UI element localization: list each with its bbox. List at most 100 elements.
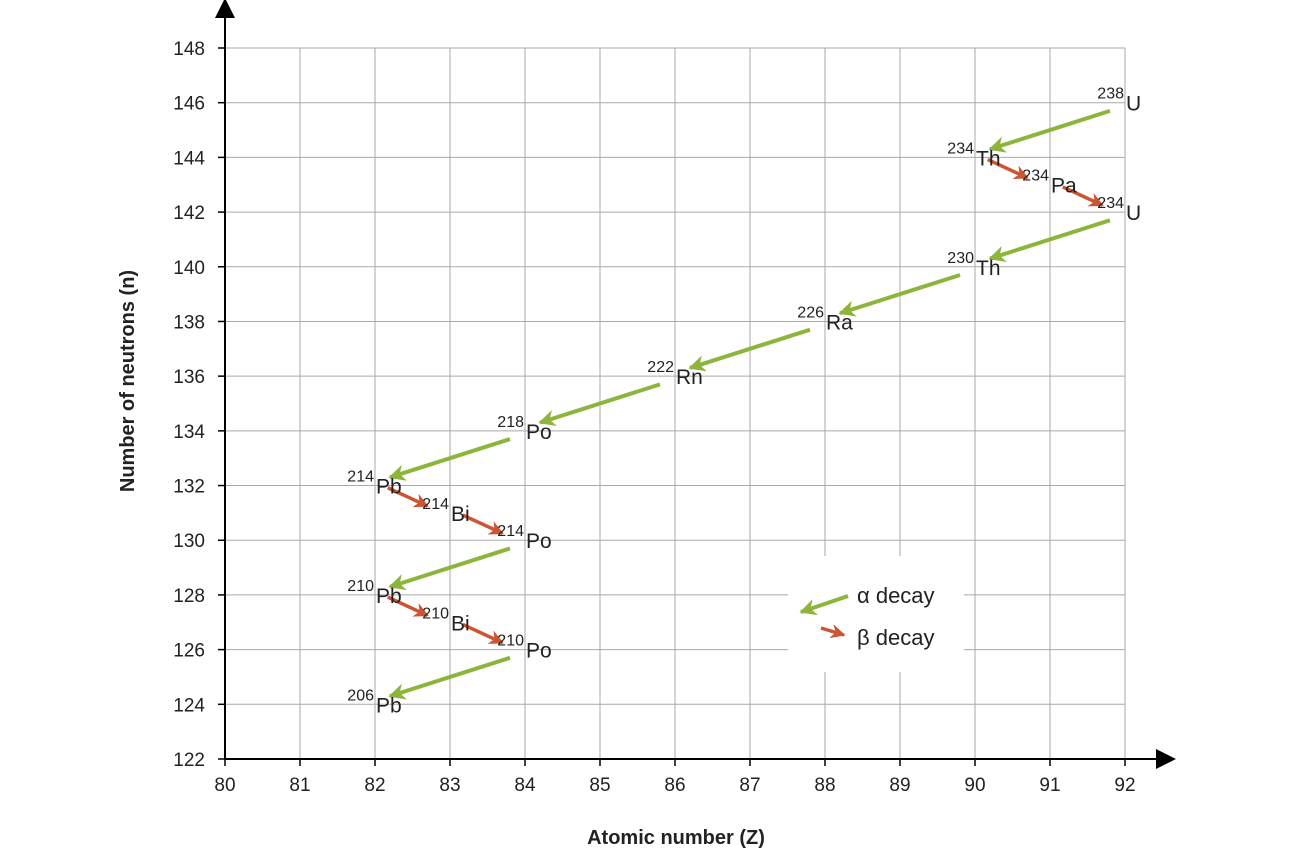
decay-arrows: [387, 108, 1111, 700]
nuclide-mass: 214: [422, 496, 449, 513]
nuclide-symbol: Po: [526, 640, 552, 663]
x-tick-label: 84: [514, 775, 536, 796]
nuclide-mass: 214: [497, 523, 524, 540]
grid: [225, 47, 1126, 759]
y-tick-label: 136: [173, 367, 205, 388]
y-tick-label: 132: [173, 477, 205, 498]
nuclide-mass: 206: [347, 687, 374, 704]
y-tick-label: 126: [173, 641, 205, 662]
nuclide-label: 230 Th: [947, 250, 1000, 280]
nuclide-symbol: Bi: [451, 612, 470, 635]
legend-label: α decay: [857, 583, 935, 608]
nuclide-symbol: Pb: [376, 476, 402, 499]
y-tick-label: 140: [173, 258, 205, 279]
nuclide-symbol: U: [1126, 93, 1141, 116]
nuclide-label: 238 U: [1097, 86, 1141, 116]
nuclide-label: 214 Po: [497, 523, 551, 553]
nuclide-symbol: Po: [526, 421, 552, 444]
nuclide-label: 222 Rn: [647, 359, 703, 389]
y-tick-label: 146: [173, 94, 205, 115]
alpha-decay-arrow: [988, 218, 1111, 262]
y-tick-label: 134: [173, 422, 205, 443]
x-tick-label: 92: [1114, 775, 1135, 796]
y-tick-label: 138: [173, 312, 205, 333]
x-tick-label: 80: [214, 775, 235, 796]
legend-box: [788, 556, 964, 672]
beta-decay-arrow: [462, 622, 504, 645]
nuclide-label: 234 U: [1097, 195, 1141, 225]
beta-decay-arrow: [1062, 185, 1104, 207]
axes: [215, 0, 1176, 769]
legend-alpha-arrow: [799, 594, 849, 616]
y-tick-label: 122: [173, 750, 205, 771]
x-tick-label: 91: [1039, 775, 1060, 796]
nuclide-label: 234 Th: [947, 140, 1000, 170]
nuclide-label: 226 Ra: [797, 304, 853, 334]
x-tick-label: 86: [664, 775, 685, 796]
nuclide-symbol: Po: [526, 530, 552, 553]
x-tick-label: 87: [739, 775, 760, 796]
alpha-decay-arrow: [388, 655, 511, 700]
nuclide-label: 214 Pb: [347, 469, 401, 499]
nuclide-label: 210 Pb: [347, 578, 401, 608]
nuclide-symbol: Bi: [451, 503, 470, 526]
nuclide-symbol: Th: [976, 147, 1001, 170]
x-tick-label: 89: [889, 775, 910, 796]
alpha-decay-arrow: [388, 437, 511, 481]
nuclide-symbol: Pa: [1051, 175, 1077, 198]
y-tick-label: 144: [173, 148, 205, 169]
nuclide-symbol: Pb: [376, 585, 402, 608]
x-axis-title: Atomic number (Z): [587, 827, 765, 849]
nuclide-label: 210 Bi: [422, 605, 469, 635]
nuclide-mass: 234: [1097, 195, 1124, 212]
alpha-decay-arrow: [538, 382, 661, 427]
y-tick-label: 142: [173, 203, 205, 224]
nuclide-label: 218 Po: [497, 414, 551, 444]
tick-labels: 80 81 82 83 84 85 86 87 88 89 90 91 92 122 124 126 128 13…: [173, 39, 1135, 796]
alpha-decay-arrow: [688, 327, 811, 372]
legend-label: β decay: [857, 625, 934, 650]
alpha-decay-arrow: [988, 108, 1111, 153]
beta-decay-arrow: [387, 486, 429, 508]
nuclide-mass: 218: [497, 414, 524, 431]
nuclide-mass: 214: [347, 469, 374, 486]
nuclide-mass: 210: [347, 578, 374, 595]
nuclide-symbol: U: [1126, 202, 1141, 225]
x-tick-label: 82: [364, 775, 385, 796]
beta-decay-arrow: [387, 595, 429, 618]
nuclide-mass: 226: [797, 304, 824, 321]
nuclide-mass: 210: [422, 605, 449, 622]
nuclide-symbol: Rn: [676, 366, 703, 389]
nuclide-symbol: Th: [976, 257, 1001, 280]
y-axis-title: Number of neutrons (n): [117, 270, 139, 492]
x-tick-label: 90: [964, 775, 985, 796]
y-tick-label: 130: [173, 531, 205, 552]
nuclide-mass: 234: [1022, 168, 1049, 185]
nuclide-label: 210 Po: [497, 633, 551, 663]
alpha-decay-arrow: [838, 273, 961, 317]
nuclide-mass: 234: [947, 140, 974, 157]
beta-decay-arrow: [987, 157, 1029, 180]
nuclide-mass: 238: [1097, 86, 1124, 103]
nuclide-symbol: Pb: [376, 694, 402, 717]
legend: α decay β decay: [788, 556, 964, 672]
nuclide-label: 206 Pb: [347, 687, 401, 717]
x-tick-label: 81: [289, 775, 310, 796]
x-tick-label: 88: [814, 775, 835, 796]
nuclide-mass: 230: [947, 250, 974, 267]
nuclide-mass: 210: [497, 633, 524, 650]
nuclide-mass: 222: [647, 359, 674, 376]
nuclide-label: 234 Pa: [1022, 168, 1077, 198]
alpha-decay-arrow: [388, 546, 511, 591]
legend-beta-arrow: [820, 624, 846, 639]
nuclide-symbol: Ra: [826, 311, 853, 334]
nuclide-label: 214 Bi: [422, 496, 469, 526]
y-tick-label: 124: [173, 695, 205, 716]
beta-decay-arrow: [462, 513, 504, 535]
x-tick-label: 85: [589, 775, 610, 796]
x-tick-label: 83: [439, 775, 460, 796]
y-tick-label: 128: [173, 586, 205, 607]
y-tick-label: 148: [173, 39, 205, 60]
